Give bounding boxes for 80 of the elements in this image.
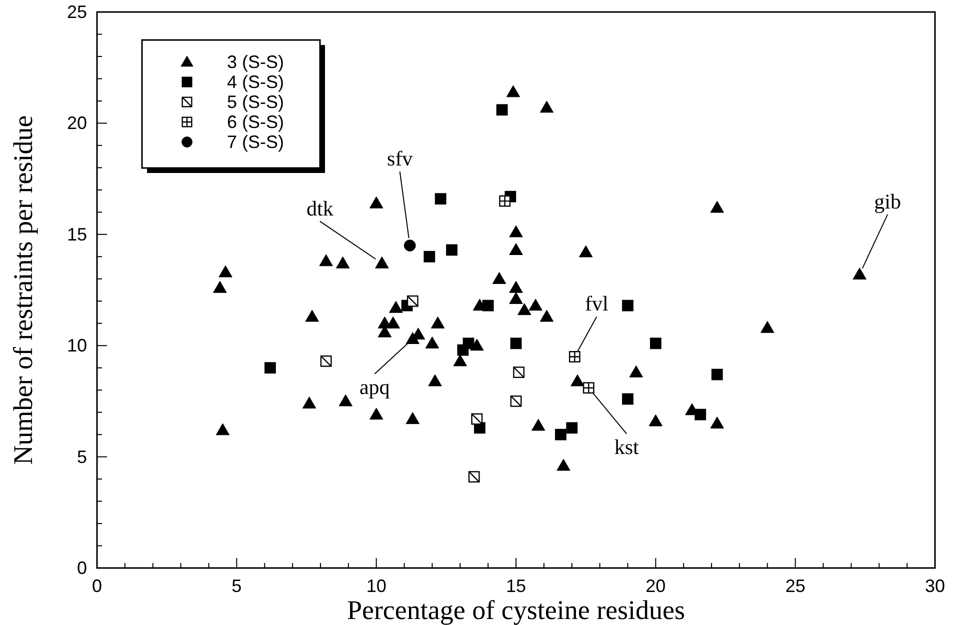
annotation: dtk [306,196,334,220]
point [540,310,554,322]
point [566,422,578,434]
legend-label: 4 (S-S) [227,72,284,92]
point [540,100,554,113]
x-axis-title: Percentage of cysteine residues [346,595,686,625]
point [710,416,724,428]
point [852,268,866,280]
point [492,272,506,284]
point [319,254,333,266]
y-tick-label: 10 [66,336,87,356]
point [509,225,523,238]
point [425,336,440,348]
point [428,374,442,386]
y-axis-title: Number of restraints per residue [8,115,38,465]
point [509,292,523,304]
annotation: kst [614,434,640,459]
x-tick-label: 5 [232,576,242,596]
point [446,244,458,256]
point [216,423,230,436]
point [264,362,276,374]
point [554,428,566,440]
point [336,256,350,268]
point [622,393,634,405]
point [213,280,227,293]
point [338,394,352,406]
point [453,354,467,366]
point [462,338,474,350]
point [424,250,436,262]
point [578,245,593,258]
legend-label: 7 (S-S) [227,132,284,152]
x-tick-label: 15 [506,576,526,596]
x-tick-label: 10 [366,576,386,596]
point [556,458,570,471]
point [404,240,416,252]
point [510,338,522,350]
point [482,300,494,312]
point [531,418,546,431]
point [650,338,662,350]
point [629,365,643,378]
point [528,298,542,311]
point [622,300,634,312]
annotation: apq [359,374,390,399]
point [506,85,520,98]
point [570,374,584,386]
x-tick-label: 25 [785,576,806,596]
point [694,408,706,420]
point [518,303,532,316]
point [369,408,384,420]
y-tick-label: 5 [76,446,87,467]
point [711,368,723,380]
point [509,280,523,293]
point [760,320,774,333]
point [305,310,319,322]
point [406,412,420,424]
point [648,414,663,426]
point [496,104,508,116]
x-tick-label: 0 [92,576,102,596]
annotation: gib [874,189,901,214]
y-tick-label: 25 [66,2,87,22]
y-tick-label: 15 [66,224,87,244]
y-tick-label: 0 [76,558,87,578]
y-tick-label: 20 [66,113,87,134]
annotation: sfv [387,146,414,171]
point [509,243,523,256]
point [218,265,232,278]
point [386,316,400,328]
legend-label: 3 (S-S) [227,52,284,72]
point [430,316,445,328]
x-tick-label: 20 [646,576,666,596]
annotation: fvl [584,292,608,316]
x-tick-label: 30 [924,576,946,596]
legend-label: 5 (S-S) [227,92,284,112]
point [375,256,389,268]
legend-label: 6 (S-S) [227,112,284,132]
point [389,300,403,313]
point [302,396,316,408]
point [434,193,446,205]
point [369,196,384,208]
point [710,200,724,213]
